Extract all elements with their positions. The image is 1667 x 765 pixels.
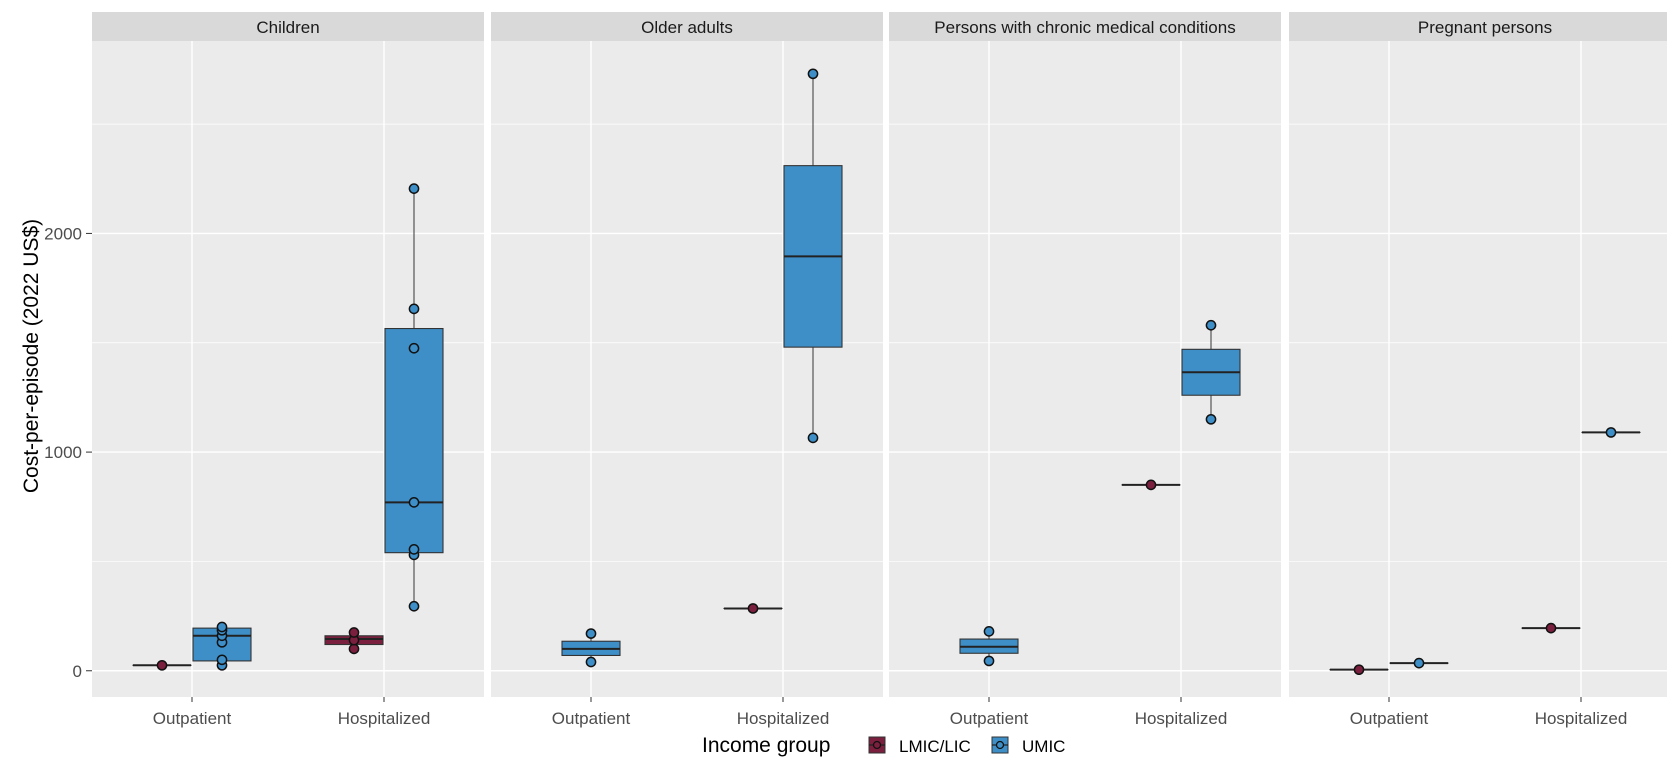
x-tick-label: Outpatient bbox=[1350, 709, 1429, 728]
x-tick-label: Hospitalized bbox=[737, 709, 830, 728]
panel-title: Older adults bbox=[641, 18, 733, 37]
x-tick-label: Hospitalized bbox=[338, 709, 431, 728]
data-point bbox=[1354, 665, 1363, 674]
data-point bbox=[409, 545, 418, 554]
data-point bbox=[748, 604, 757, 613]
panel-title: Pregnant persons bbox=[1418, 18, 1552, 37]
data-point bbox=[1206, 321, 1215, 330]
legend-key-point bbox=[874, 742, 881, 749]
panel-persons-with-chronic-medical-conditions: Persons with chronic medical conditions O… bbox=[889, 12, 1281, 728]
legend-title: Income group bbox=[702, 734, 830, 757]
data-point bbox=[349, 628, 358, 637]
data-point bbox=[349, 644, 358, 653]
data-point bbox=[1146, 480, 1155, 489]
x-tick-label: Outpatient bbox=[950, 709, 1029, 728]
y-axis: 0 1000 2000 bbox=[44, 224, 92, 680]
data-point bbox=[586, 657, 595, 666]
panel-title: Persons with chronic medical conditions bbox=[934, 18, 1235, 37]
data-point bbox=[217, 655, 226, 664]
y-tick-label: 0 bbox=[73, 662, 82, 681]
data-point bbox=[984, 627, 993, 636]
x-tick-label: Hospitalized bbox=[1535, 709, 1628, 728]
data-point bbox=[217, 622, 226, 631]
panel-children: Children Outpatient Hospitalized bbox=[92, 12, 484, 728]
data-point bbox=[586, 629, 595, 638]
legend-label: LMIC/LIC bbox=[899, 737, 971, 756]
box-body bbox=[385, 329, 443, 553]
panel-background bbox=[1289, 41, 1667, 697]
data-point bbox=[157, 661, 166, 670]
data-point bbox=[409, 344, 418, 353]
panel-older-adults: Older adults Outpatient Hospitalized bbox=[491, 12, 883, 728]
panel-pregnant-persons: Pregnant persons Outpatient Hospitalized bbox=[1289, 12, 1667, 728]
data-point bbox=[808, 433, 817, 442]
legend-item-lmic-lic: LMIC/LIC bbox=[869, 737, 971, 756]
x-tick-label: Outpatient bbox=[153, 709, 232, 728]
data-point bbox=[808, 69, 817, 78]
data-point bbox=[1606, 428, 1615, 437]
x-tick-label: Outpatient bbox=[552, 709, 631, 728]
data-point bbox=[409, 498, 418, 507]
legend-key-point bbox=[997, 742, 1004, 749]
legend-item-umic: UMIC bbox=[992, 737, 1065, 756]
data-point bbox=[1546, 624, 1555, 633]
panel-title: Children bbox=[256, 18, 319, 37]
data-point bbox=[409, 184, 418, 193]
y-tick-label: 2000 bbox=[44, 224, 82, 243]
data-point bbox=[409, 602, 418, 611]
legend-items: LMIC/LIC UMIC bbox=[869, 737, 1065, 756]
x-tick-label: Hospitalized bbox=[1135, 709, 1228, 728]
data-point bbox=[984, 656, 993, 665]
y-axis-title: Cost-per-episode (2022 US$) bbox=[20, 219, 43, 493]
y-tick-label: 1000 bbox=[44, 443, 82, 462]
data-point bbox=[409, 304, 418, 313]
legend-label: UMIC bbox=[1022, 737, 1065, 756]
data-point bbox=[1206, 415, 1215, 424]
legend: Income group LMIC/LIC UMIC bbox=[702, 734, 1065, 757]
data-point bbox=[1414, 659, 1423, 668]
panel-background bbox=[491, 41, 883, 697]
